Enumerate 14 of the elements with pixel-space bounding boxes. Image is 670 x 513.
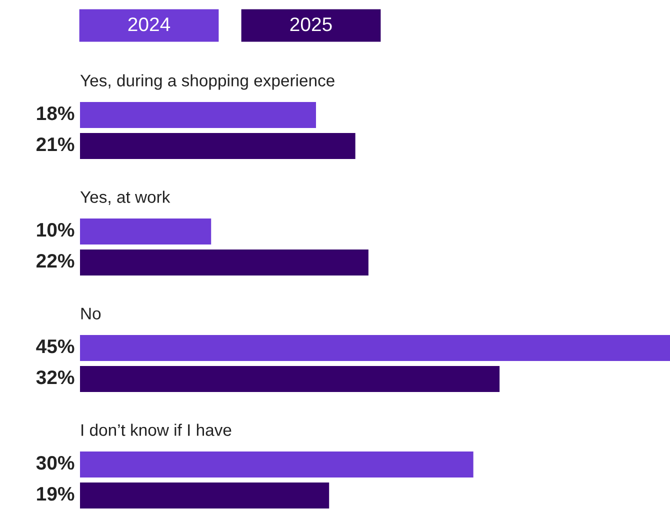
y-tick-label: Yes, at work xyxy=(80,190,170,205)
text: 2024 xyxy=(128,17,170,32)
data-label: 45% xyxy=(36,340,74,354)
data-label: 30% xyxy=(36,456,74,470)
y-tick-label: I don’t know if I have xyxy=(82,424,232,436)
data-label: 32% xyxy=(36,370,74,384)
data-label: 22% xyxy=(36,254,74,268)
y-tick-label: No xyxy=(81,308,101,320)
y-tick-label: Yes, during a shopping experience xyxy=(80,74,334,90)
data-label: 21% xyxy=(36,137,74,152)
data-label: 18% xyxy=(37,106,74,120)
text: 2025 xyxy=(290,17,332,32)
data-label: 10% xyxy=(37,222,74,237)
data-label: 19% xyxy=(37,486,74,501)
